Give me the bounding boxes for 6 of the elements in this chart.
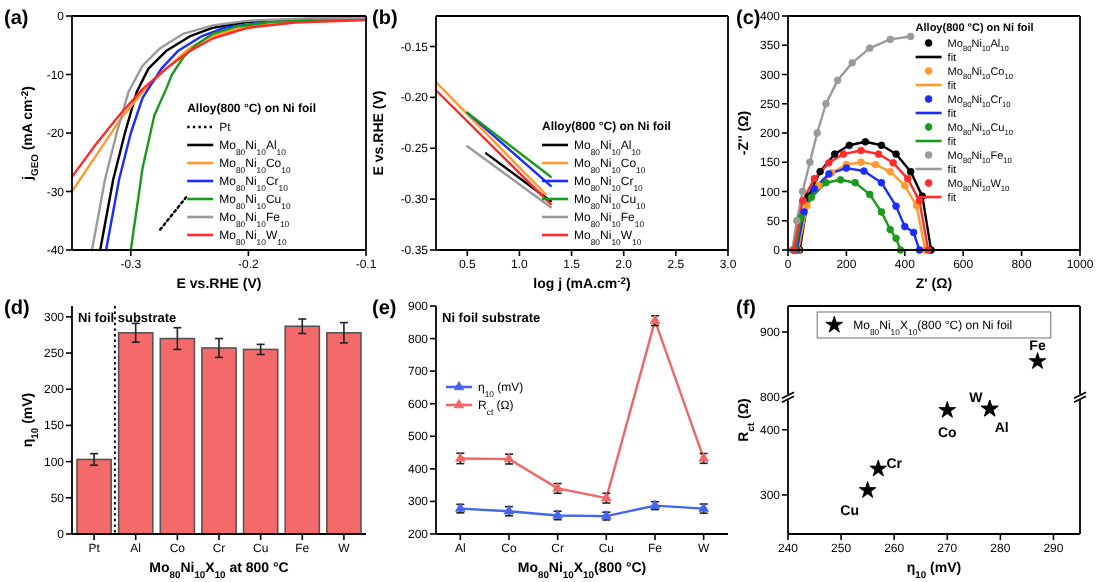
chart-title: (f)	[736, 298, 756, 320]
chart-title: (e)	[372, 298, 397, 320]
chart-title: (c)	[736, 8, 761, 30]
chart-title: (b)	[372, 8, 398, 30]
chart-title: (d)	[4, 298, 30, 320]
chart-title: (a)	[4, 8, 29, 30]
